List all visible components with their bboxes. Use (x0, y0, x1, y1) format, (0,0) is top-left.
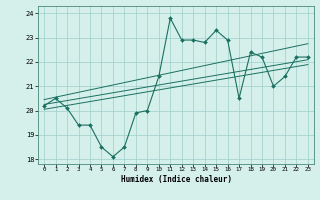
X-axis label: Humidex (Indice chaleur): Humidex (Indice chaleur) (121, 175, 231, 184)
